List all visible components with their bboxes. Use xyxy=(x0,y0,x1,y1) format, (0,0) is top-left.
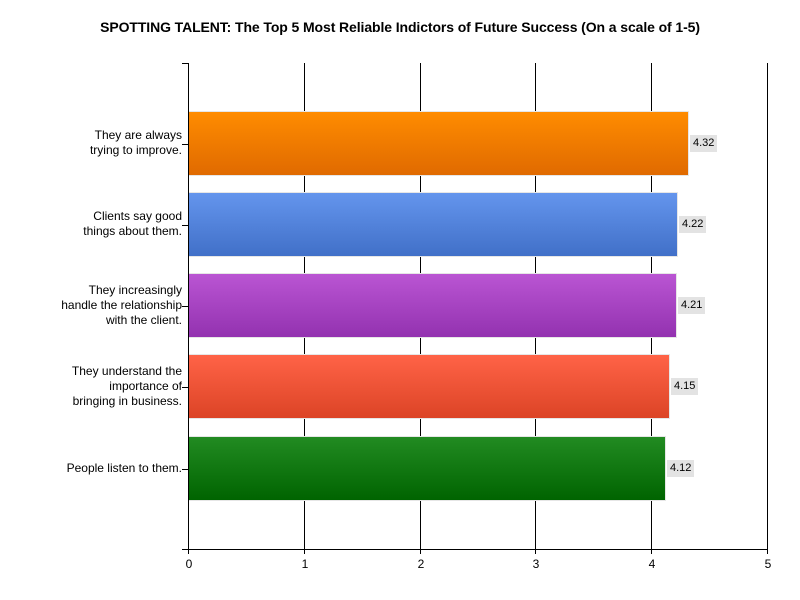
bar-4 xyxy=(189,354,670,419)
value-label: 4.21 xyxy=(678,296,706,314)
bar-3 xyxy=(189,273,677,338)
category-label-line: trying to improve. xyxy=(89,143,182,157)
x-axis-line xyxy=(182,549,768,550)
category-label-line: importance of xyxy=(109,378,182,393)
x-tick xyxy=(535,549,536,554)
x-tick-label: 0 xyxy=(185,557,193,571)
x-tick-label: 2 xyxy=(417,557,425,571)
x-tick xyxy=(420,549,421,554)
x-tick xyxy=(188,549,189,554)
y-axis-line xyxy=(188,63,189,554)
category-label-line: They increasingly xyxy=(88,282,182,297)
y-tick xyxy=(182,144,188,145)
y-tick xyxy=(182,306,188,307)
category-label-line: with the client. xyxy=(105,312,182,327)
category-label: They are always trying to improve. xyxy=(90,128,182,158)
bar-2 xyxy=(189,192,678,257)
category-label-line: They are always xyxy=(94,128,182,142)
x-tick xyxy=(651,549,652,554)
chart-title: SPOTTING TALENT: The Top 5 Most Reliable… xyxy=(100,19,700,35)
category-label: Clients say good things about them. xyxy=(83,209,182,239)
x-tick-label: 1 xyxy=(301,557,309,571)
bar-1 xyxy=(189,111,689,176)
y-tick xyxy=(182,469,188,470)
bar-5 xyxy=(189,436,666,501)
category-label: They increasingly handle the relationship… xyxy=(61,283,182,328)
category-label-line: People listen to them. xyxy=(66,460,182,475)
value-label: 4.32 xyxy=(690,134,718,152)
y-tick xyxy=(182,225,188,226)
category-label: They understand the importance of bringing… xyxy=(72,364,182,409)
value-label: 4.22 xyxy=(679,215,707,233)
category-label: People listen to them. xyxy=(67,461,182,476)
gridline xyxy=(767,63,768,549)
category-label-line: They understand the xyxy=(71,363,182,378)
x-tick-label: 5 xyxy=(764,557,772,571)
category-label-line: things about them. xyxy=(83,224,182,238)
value-label: 4.12 xyxy=(667,459,695,477)
y-tick xyxy=(182,387,188,388)
value-label: 4.15 xyxy=(671,377,699,395)
category-label-line: bringing in business. xyxy=(72,393,182,408)
category-label-line: handle the relationship xyxy=(61,297,182,312)
y-axis-top-tick xyxy=(182,63,188,64)
x-tick xyxy=(304,549,305,554)
x-tick-label: 4 xyxy=(648,557,656,571)
x-tick xyxy=(767,549,768,554)
category-label-line: Clients say good xyxy=(93,209,182,223)
x-tick-label: 3 xyxy=(532,557,540,571)
